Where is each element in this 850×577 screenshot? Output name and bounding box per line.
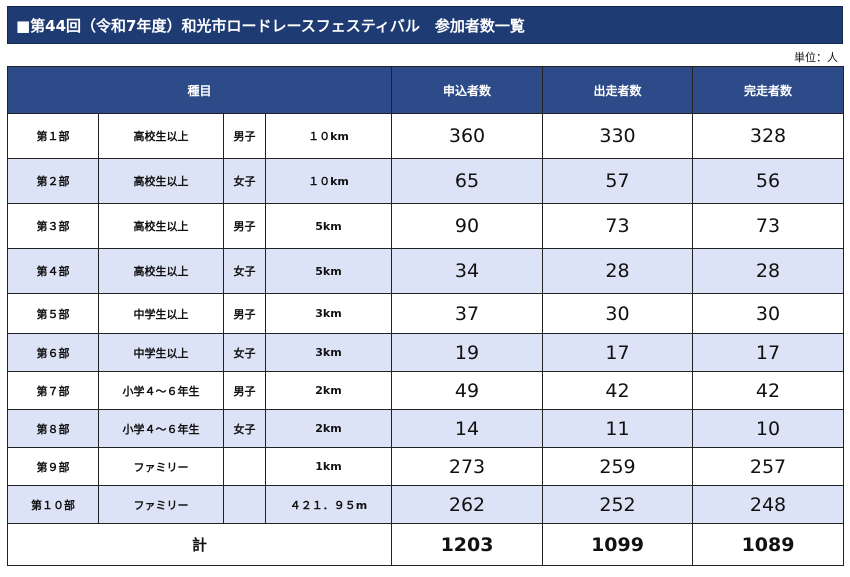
total-label: 計	[6, 523, 393, 566]
gender-cell	[223, 485, 266, 524]
distance-cell: 5km	[264, 248, 393, 294]
header-applicants: 申込者数	[391, 66, 544, 114]
table-row: 第４部 高校生以上 女子 5km 34 28 28	[7, 248, 845, 294]
header-starters: 出走者数	[542, 66, 694, 114]
distance-cell: ４２１．９５m	[264, 485, 393, 524]
starters-cell: 42	[542, 371, 694, 410]
group-cell: 中学生以上	[98, 293, 224, 334]
starters-cell: 252	[542, 485, 694, 524]
applicants-cell: 65	[391, 158, 544, 204]
starters-cell: 28	[542, 248, 694, 294]
applicants-cell: 49	[391, 371, 544, 410]
finishers-cell: 10	[692, 409, 845, 448]
gender-cell	[223, 447, 266, 486]
total-row: 計 1203 1099 1089	[6, 523, 845, 566]
finishers-cell: 56	[692, 158, 845, 204]
group-cell: 小学４～６年生	[98, 371, 224, 410]
starters-cell: 259	[542, 447, 694, 486]
distance-cell: 3km	[264, 293, 393, 334]
applicants-cell: 273	[391, 447, 544, 486]
applicants-cell: 14	[391, 409, 544, 448]
starters-cell: 17	[542, 333, 694, 372]
division-cell: 第３部	[7, 203, 99, 249]
division-cell: 第８部	[7, 409, 99, 448]
header-row: 種目 申込者数 出走者数 完走者数	[6, 66, 845, 114]
group-cell: 高校生以上	[98, 248, 224, 294]
group-cell: 中学生以上	[98, 333, 224, 372]
applicants-cell: 262	[391, 485, 544, 524]
division-cell: 第４部	[7, 248, 99, 294]
unit-label: 単位：人	[794, 51, 838, 64]
applicants-cell: 37	[391, 293, 544, 334]
finishers-cell: 73	[692, 203, 845, 249]
distance-cell: 5km	[264, 203, 393, 249]
finishers-cell: 248	[692, 485, 845, 524]
header-finishers: 完走者数	[692, 66, 845, 114]
group-cell: 高校生以上	[98, 203, 224, 249]
distance-cell: 1km	[264, 447, 393, 486]
distance-cell: 2km	[264, 371, 393, 410]
division-cell: 第５部	[7, 293, 99, 334]
table-row: 第１０部 ファミリー ４２１．９５m 262 252 248	[7, 485, 845, 524]
group-cell: 高校生以上	[98, 158, 224, 204]
division-cell: 第１０部	[7, 485, 99, 524]
header-category: 種目	[6, 66, 393, 114]
group-cell: ファミリー	[98, 447, 224, 486]
division-cell: 第９部	[7, 447, 99, 486]
table-row: 第６部 中学生以上 女子 3km 19 17 17	[7, 333, 845, 372]
starters-cell: 330	[542, 113, 694, 159]
gender-cell: 女子	[223, 409, 266, 448]
gender-cell: 男子	[223, 113, 266, 159]
gender-cell: 男子	[223, 203, 266, 249]
participants-table: 種目 申込者数 出走者数 完走者数 第１部 高校生以上 男子 １０km 360 330 32…	[6, 66, 845, 566]
gender-cell: 男子	[223, 371, 266, 410]
finishers-cell: 257	[692, 447, 845, 486]
applicants-cell: 34	[391, 248, 544, 294]
distance-cell: １０km	[264, 113, 393, 159]
division-cell: 第１部	[7, 113, 99, 159]
division-cell: 第２部	[7, 158, 99, 204]
total-starters: 1099	[542, 523, 694, 566]
gender-cell: 女子	[223, 158, 266, 204]
group-cell: 高校生以上	[98, 113, 224, 159]
starters-cell: 11	[542, 409, 694, 448]
group-cell: 小学４～６年生	[98, 409, 224, 448]
table-row: 第５部 中学生以上 男子 3km 37 30 30	[7, 293, 845, 334]
table-row: 第８部 小学４～６年生 女子 2km 14 11 10	[7, 409, 845, 448]
starters-cell: 73	[542, 203, 694, 249]
finishers-cell: 328	[692, 113, 845, 159]
distance-cell: 3km	[264, 333, 393, 372]
group-cell: ファミリー	[98, 485, 224, 524]
finishers-cell: 28	[692, 248, 845, 294]
division-cell: 第６部	[7, 333, 99, 372]
finishers-cell: 30	[692, 293, 845, 334]
distance-cell: １０km	[264, 158, 393, 204]
table-row: 第９部 ファミリー 1km 273 259 257	[7, 447, 845, 486]
applicants-cell: 19	[391, 333, 544, 372]
finishers-cell: 17	[692, 333, 845, 372]
gender-cell: 女子	[223, 333, 266, 372]
gender-cell: 男子	[223, 293, 266, 334]
table-row: 第７部 小学４～６年生 男子 2km 49 42 42	[7, 371, 845, 410]
table-row: 第２部 高校生以上 女子 １０km 65 57 56	[7, 158, 845, 204]
division-cell: 第７部	[7, 371, 99, 410]
table-row: 第３部 高校生以上 男子 5km 90 73 73	[7, 203, 845, 249]
starters-cell: 57	[542, 158, 694, 204]
applicants-cell: 90	[391, 203, 544, 249]
total-finishers: 1089	[692, 523, 845, 566]
starters-cell: 30	[542, 293, 694, 334]
page-title: ■第44回（令和7年度）和光市ロードレースフェスティバル 参加者数一覧	[7, 6, 843, 44]
table-row: 第１部 高校生以上 男子 １０km 360 330 328	[7, 113, 845, 159]
applicants-cell: 360	[391, 113, 544, 159]
gender-cell: 女子	[223, 248, 266, 294]
distance-cell: 2km	[264, 409, 393, 448]
finishers-cell: 42	[692, 371, 845, 410]
total-applicants: 1203	[391, 523, 544, 566]
